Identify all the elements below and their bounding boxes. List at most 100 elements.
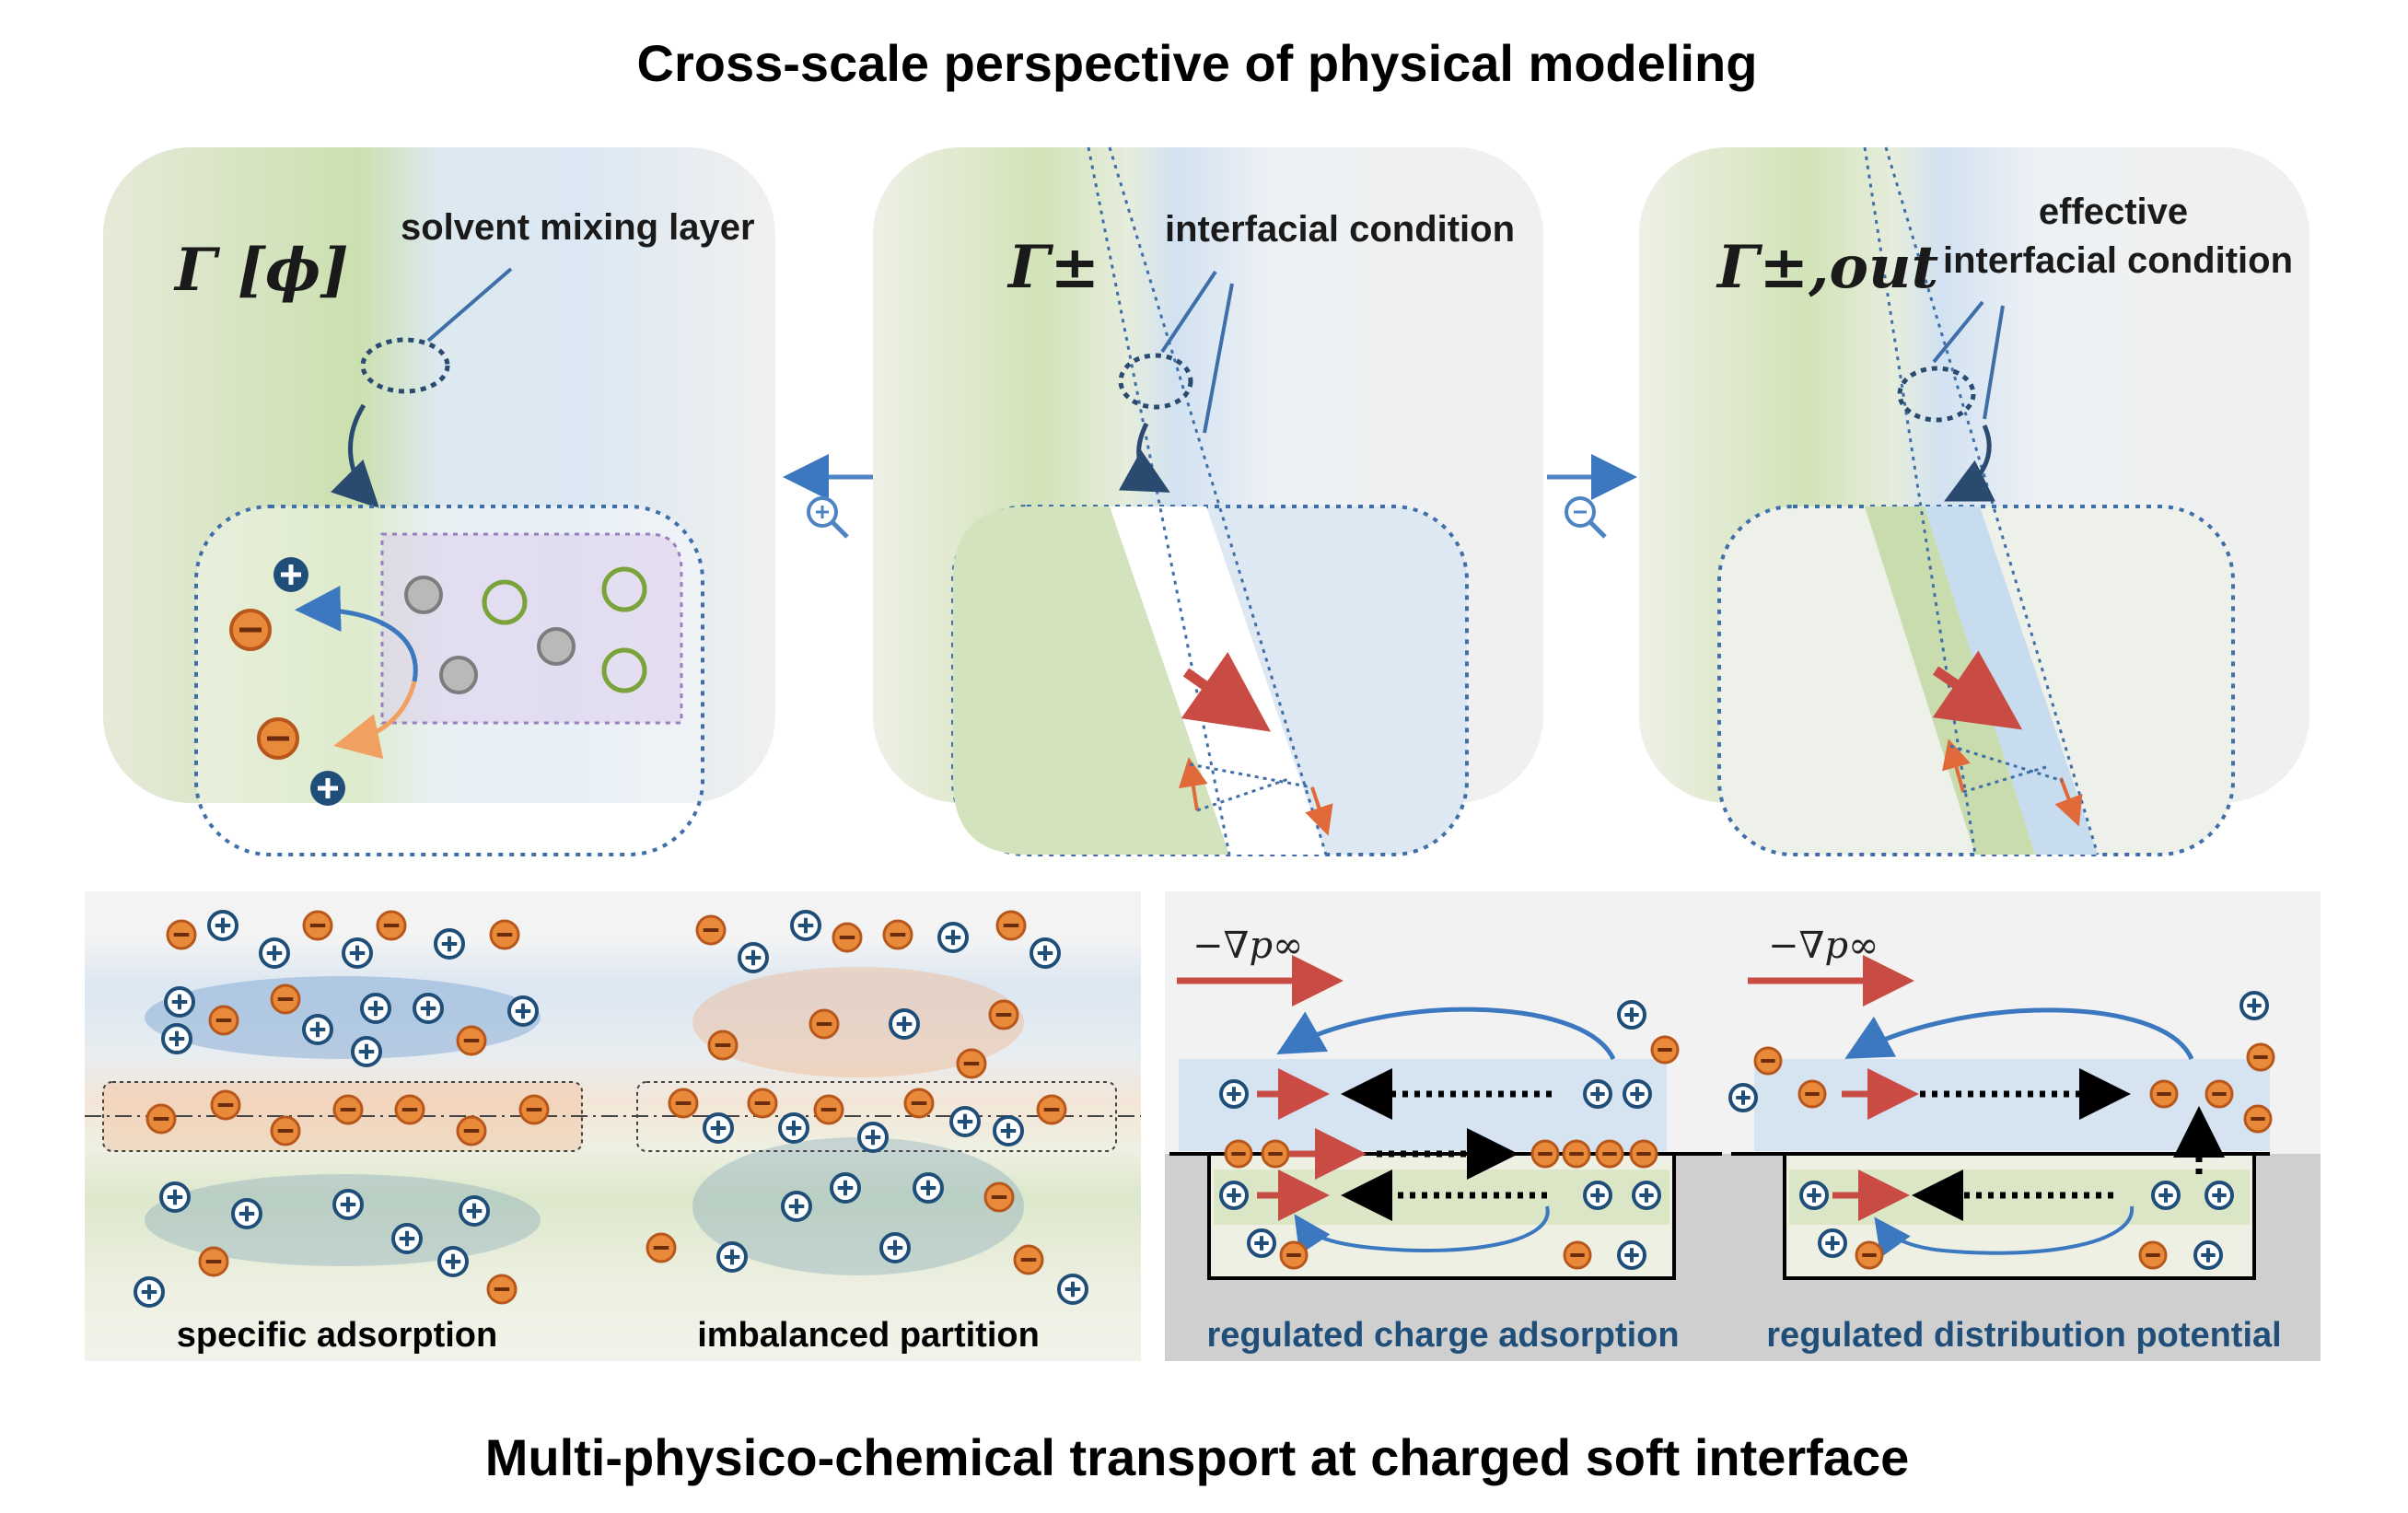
anion-icon [1753,1046,1783,1076]
panel-1-symbol: Γ [ϕ] [173,236,349,305]
caption-imbalanced-partition: imbalanced partition [697,1316,1040,1355]
cation-icon [332,1189,364,1220]
anion-icon [747,1088,778,1119]
anion-icon [198,1246,229,1277]
anion-icon [1855,1240,1884,1270]
panel-3-label-line2: interfacial condition [1943,240,2293,281]
caption-specific-adsorption: specific adsorption [177,1316,497,1355]
cation-icon [1617,1000,1646,1030]
cation-icon [164,986,195,1018]
panel-3-label-line1: effective [2039,192,2188,232]
anion-icon [332,1094,364,1125]
panel-3-symbol: Γ±,out [1716,233,1938,302]
cation-icon [716,1241,748,1273]
cation-icon [2204,1181,2234,1210]
cation-icon [1030,937,1061,969]
panel-regulated-transport: −∇p∞ −∇p∞ regulated charge adsorption re… [1165,891,2321,1361]
anion-icon [208,1005,239,1036]
anion-icon [668,1088,699,1119]
cation-icon [434,928,465,960]
anion-icon [646,1232,677,1263]
cation-icon [231,1198,262,1229]
anion-icon [376,910,407,941]
cation-icon [507,995,539,1027]
anion-icon [229,609,272,651]
cation-icon [830,1172,861,1204]
anion-icon [145,1103,177,1135]
cation-icon [778,1112,809,1144]
cation-icon [413,993,444,1024]
zoom-in-icon [807,496,849,539]
anion-icon [270,983,301,1015]
cation-icon [857,1122,889,1153]
anion-icon [166,919,197,950]
anion-icon [270,1115,301,1146]
cation-icon [1818,1228,1847,1258]
anion-icon [394,1094,425,1125]
cation-icon [1583,1181,1612,1210]
anion-icon [882,919,913,950]
cation-icon [207,910,238,941]
anion-icon [1797,1079,1827,1109]
anion-icon [1261,1139,1290,1169]
anion-icon [518,1094,550,1125]
anion-icon [1036,1094,1067,1125]
anion-icon [1013,1244,1044,1275]
anion-icon [707,1030,739,1061]
anion-icon [257,717,299,760]
caption-regulated-distribution-potential: regulated distribution potential [1766,1316,2281,1355]
anion-icon [1595,1139,1624,1169]
cation-icon [738,942,769,973]
anion-icon [486,1274,518,1305]
anion-icon [983,1181,1015,1213]
anion-icon [489,919,520,950]
zoom-out-arrow [1547,454,1637,539]
anion-icon [210,1089,241,1121]
cation-icon [993,1115,1024,1146]
panel-adsorption-partition: specific adsorption imbalanced partition [85,891,1141,1361]
panel-2-symbol: Γ± [1006,233,1099,302]
caption-regulated-charge-adsorption: regulated charge adsorption [1206,1316,1679,1355]
pressure-gradient-label-2: −∇p∞ [1768,925,1879,967]
anion-icon [956,1048,987,1079]
anion-icon [808,1008,840,1040]
cation-icon [913,1172,944,1204]
panel-interfacial-condition: Γ± interfacial condition [873,146,1543,856]
cation-icon [2239,991,2269,1020]
anion-icon [1629,1139,1658,1169]
cation-icon [1632,1181,1661,1210]
cation-icon [259,937,290,969]
cation-icon [1583,1079,1612,1109]
cation-icon [161,1023,192,1054]
cation-icon [790,910,821,941]
top-title: Cross-scale perspective of physical mode… [637,34,1758,92]
cation-icon [273,557,308,592]
bottom-title: Multi-physico-chemical transport at char… [485,1428,1910,1486]
anion-icon [1530,1139,1560,1169]
cation-icon [342,937,373,969]
anion-icon [903,1088,935,1119]
cation-icon [1219,1079,1249,1109]
cation-icon [703,1112,734,1144]
cation-icon [949,1106,981,1137]
cation-icon [159,1181,191,1213]
cation-icon [781,1191,812,1222]
anion-icon [1650,1035,1680,1065]
cation-icon [937,922,969,953]
cation-icon [1057,1274,1088,1305]
anion-icon [2138,1240,2168,1270]
cation-icon [1799,1181,1829,1210]
panel-effective-interfacial-condition: Γ±,out effective interfacial condition [1639,146,2309,856]
cation-icon [1623,1079,1652,1109]
zoom-out-icon [1565,496,1607,539]
anion-icon [832,922,863,953]
cation-icon [2151,1181,2181,1210]
zoom-in-arrow [783,454,873,539]
anion-icon [2204,1079,2234,1109]
cation-icon [1728,1083,1758,1112]
anion-icon [2149,1079,2179,1109]
anion-icon [1224,1139,1253,1169]
cation-icon [1219,1181,1249,1210]
cation-icon [879,1232,911,1263]
